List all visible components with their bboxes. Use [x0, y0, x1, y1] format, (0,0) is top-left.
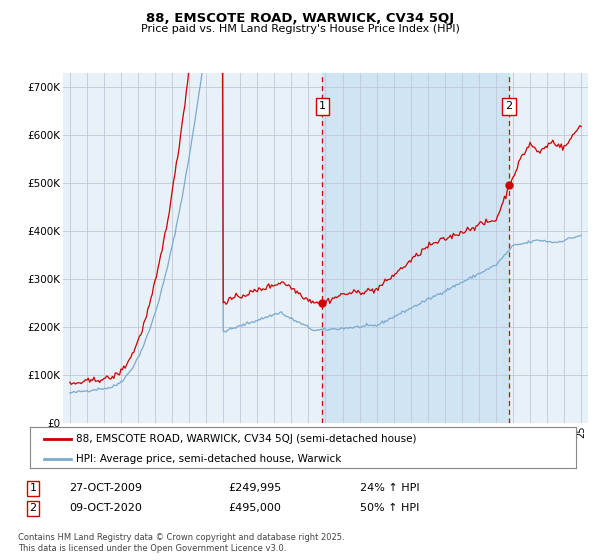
Text: 09-OCT-2020: 09-OCT-2020 [69, 503, 142, 514]
Bar [322, 73, 509, 423]
Text: Price paid vs. HM Land Registry's House Price Index (HPI): Price paid vs. HM Land Registry's House … [140, 24, 460, 34]
Text: 50% ↑ HPI: 50% ↑ HPI [360, 503, 419, 514]
Text: 24% ↑ HPI: 24% ↑ HPI [360, 483, 419, 493]
Text: 1: 1 [29, 483, 37, 493]
Text: 1: 1 [319, 101, 326, 111]
Text: £249,995: £249,995 [228, 483, 281, 493]
Text: 27-OCT-2009: 27-OCT-2009 [69, 483, 142, 493]
Text: HPI: Average price, semi-detached house, Warwick: HPI: Average price, semi-detached house,… [76, 454, 342, 464]
Text: 88, EMSCOTE ROAD, WARWICK, CV34 5QJ: 88, EMSCOTE ROAD, WARWICK, CV34 5QJ [146, 12, 454, 25]
Text: £495,000: £495,000 [228, 503, 281, 514]
Text: 88, EMSCOTE ROAD, WARWICK, CV34 5QJ (semi-detached house): 88, EMSCOTE ROAD, WARWICK, CV34 5QJ (sem… [76, 433, 417, 444]
Text: 2: 2 [29, 503, 37, 514]
Text: Contains HM Land Registry data © Crown copyright and database right 2025.
This d: Contains HM Land Registry data © Crown c… [18, 533, 344, 553]
Text: 2: 2 [506, 101, 512, 111]
